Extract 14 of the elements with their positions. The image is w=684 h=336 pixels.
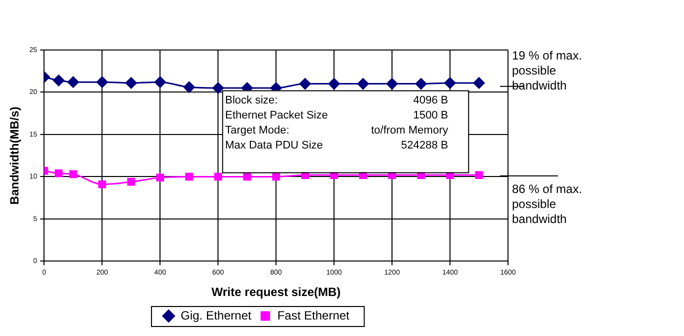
- annotation: Ethernet Packet Size: [225, 109, 328, 122]
- annotation: 1500 B: [413, 109, 448, 122]
- annotation: to/from Memory: [371, 124, 449, 136]
- annotation: 4096 B: [413, 94, 448, 106]
- ref-line-label: 86 % of max. possible bandwidth: [512, 182, 582, 226]
- ref-line-label: 19 % of max. possible bandwidth: [512, 48, 582, 93]
- annotation: Block size:: [225, 94, 278, 106]
- annotation: 524288 B: [401, 139, 448, 152]
- x-axis-title: Write request size(MB): [212, 285, 341, 300]
- legend-label: Gig. Ethernet: [180, 308, 252, 322]
- y-axis-title: Bandwidth(MB/s): [8, 106, 22, 205]
- annotation: Target Mode:: [225, 124, 290, 136]
- annotation: Max Data PDU Size: [225, 139, 323, 152]
- legend-label: Fast Ethernet: [277, 308, 350, 322]
